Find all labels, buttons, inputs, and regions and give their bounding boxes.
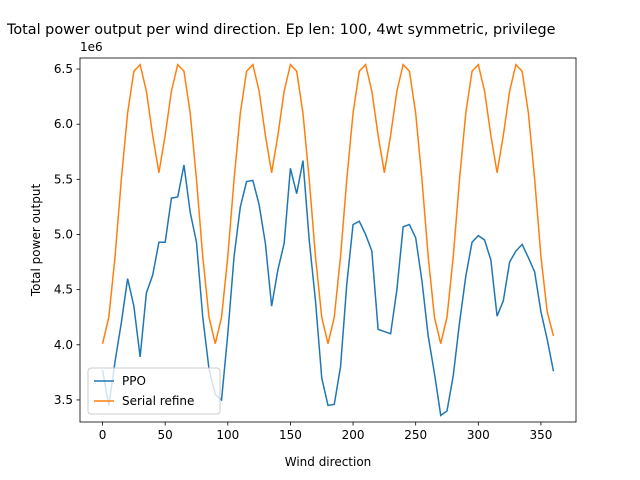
y-tick-label: 3.5 [54, 393, 73, 407]
x-tick-label: 250 [404, 428, 427, 442]
x-tick-label: 50 [158, 428, 173, 442]
line-series [101, 63, 555, 344]
y-offset-label: 1e6 [80, 40, 103, 54]
legend-box [87, 367, 221, 415]
x-tick-label: 350 [529, 428, 552, 442]
line-series [101, 160, 555, 417]
y-tick-label: 5.0 [54, 227, 73, 241]
x-tick-label: 100 [216, 428, 239, 442]
y-tick-label: 4.5 [54, 283, 73, 297]
y-tick-label: 4.0 [54, 338, 73, 352]
y-tick-label: 6.0 [54, 117, 73, 131]
y-tick-label: 5.5 [54, 172, 73, 186]
legend-label: PPO [122, 374, 146, 388]
chart-title: Total power output per wind direction. E… [6, 22, 556, 38]
axes-frame [79, 57, 577, 423]
y-axis-label: Total power output [29, 184, 43, 298]
x-tick-label: 300 [467, 428, 490, 442]
x-axis-label: Wind direction [285, 455, 372, 469]
y-tick-label: 6.5 [54, 62, 73, 76]
x-tick-label: 150 [279, 428, 302, 442]
legend: PPO Serial refine [87, 367, 221, 415]
legend-label: Serial refine [122, 394, 194, 408]
x-tick-label: 0 [99, 428, 107, 442]
x-tick-label: 200 [342, 428, 365, 442]
